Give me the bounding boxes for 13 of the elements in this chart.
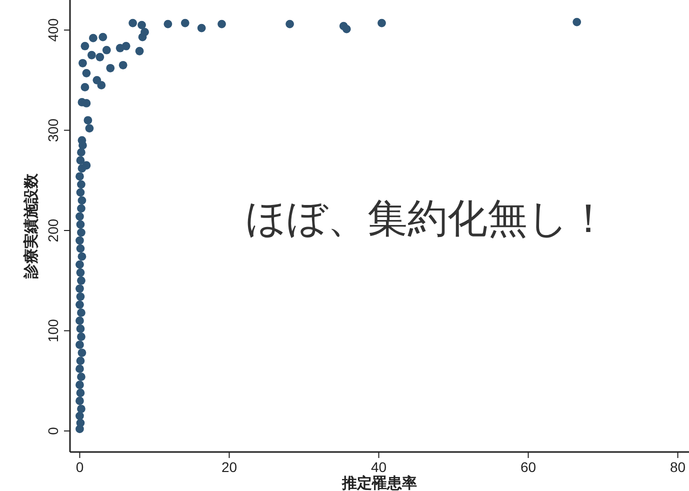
x-tick-label: 80	[670, 459, 686, 475]
x-tick-label: 60	[520, 459, 536, 475]
annotation: ほぼ、集約化無し！	[246, 197, 608, 241]
y-tick-label: 0	[45, 426, 61, 435]
x-tick-label: 40	[370, 459, 387, 475]
y-tick-label: 400	[45, 18, 61, 42]
x-tick-label: 20	[221, 459, 238, 475]
x-axis-title: 推定罹患率	[341, 474, 417, 491]
y-axis-title: 診療実績施設数	[22, 172, 40, 280]
y-tick-label: 200	[45, 218, 61, 242]
y-tick-label: 300	[45, 118, 61, 142]
y-tick-label: 100	[45, 318, 61, 342]
x-tick-label: 0	[76, 459, 84, 475]
